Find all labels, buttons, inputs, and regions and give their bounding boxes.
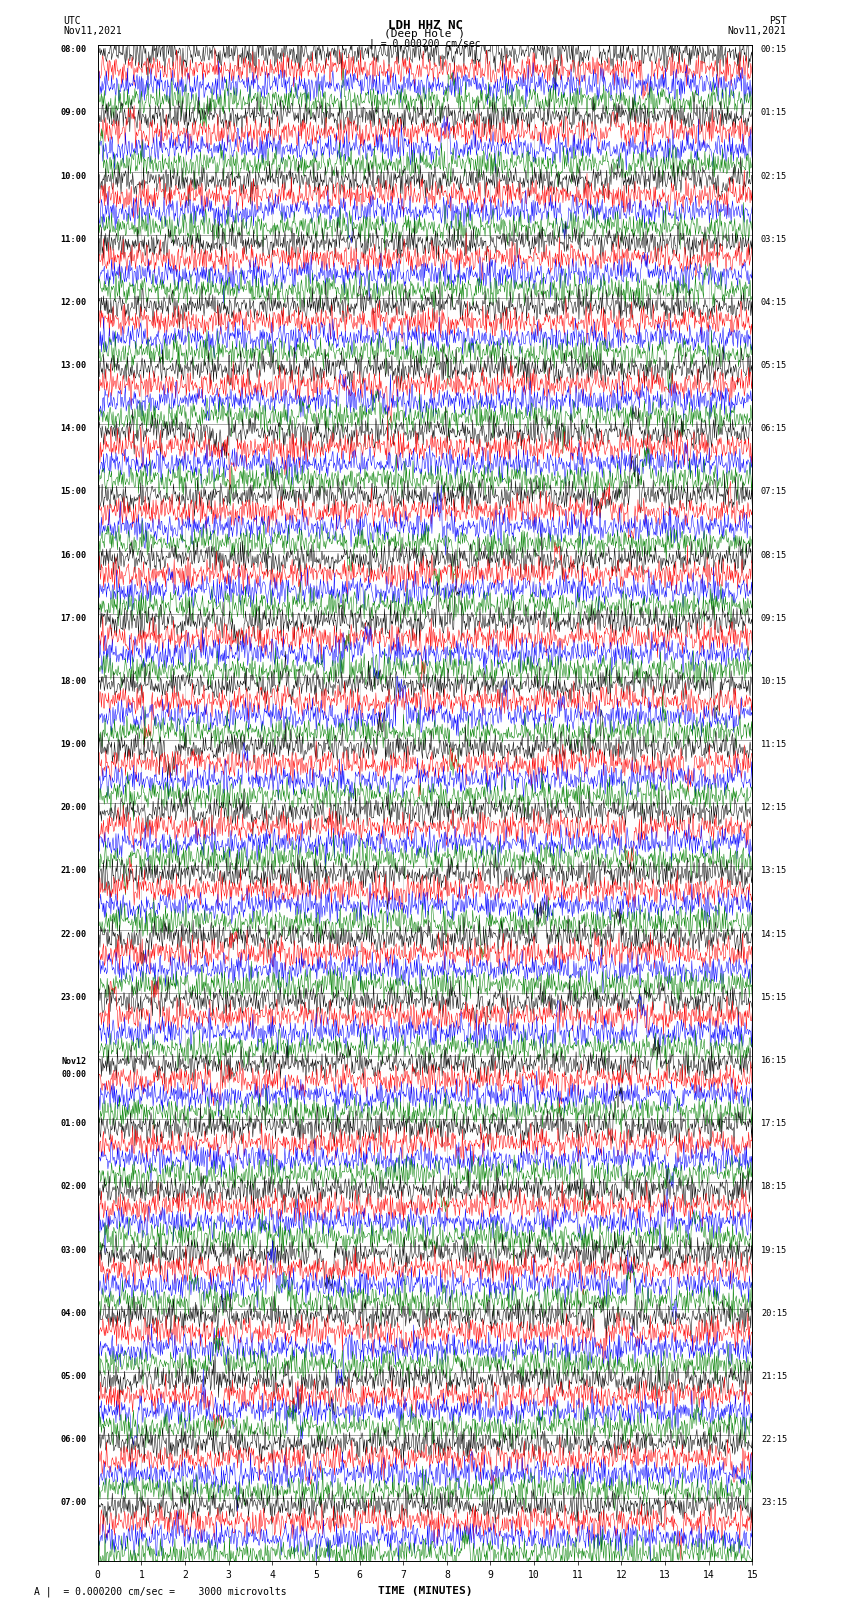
- Text: 14:15: 14:15: [761, 929, 787, 939]
- Text: 21:00: 21:00: [60, 866, 87, 876]
- Text: PST: PST: [768, 16, 786, 26]
- Text: Nov12: Nov12: [62, 1057, 87, 1066]
- Text: 18:00: 18:00: [60, 677, 87, 686]
- Text: 19:15: 19:15: [761, 1245, 787, 1255]
- Text: 03:00: 03:00: [60, 1245, 87, 1255]
- Text: 23:00: 23:00: [60, 994, 87, 1002]
- Text: Nov11,2021: Nov11,2021: [64, 26, 122, 35]
- Text: 07:15: 07:15: [761, 487, 787, 497]
- Text: 12:00: 12:00: [60, 298, 87, 306]
- Text: 17:00: 17:00: [60, 615, 87, 623]
- Text: 18:15: 18:15: [761, 1182, 787, 1192]
- Text: 15:00: 15:00: [60, 487, 87, 497]
- Text: 14:00: 14:00: [60, 424, 87, 434]
- Text: 09:00: 09:00: [60, 108, 87, 118]
- Text: 21:15: 21:15: [761, 1371, 787, 1381]
- Text: 04:00: 04:00: [60, 1308, 87, 1318]
- Text: 12:15: 12:15: [761, 803, 787, 813]
- Text: 22:00: 22:00: [60, 929, 87, 939]
- Text: LDH HHZ NC: LDH HHZ NC: [388, 19, 462, 32]
- Text: 20:15: 20:15: [761, 1308, 787, 1318]
- Text: 19:00: 19:00: [60, 740, 87, 748]
- Text: 23:15: 23:15: [761, 1498, 787, 1507]
- Text: 10:15: 10:15: [761, 677, 787, 686]
- Text: 20:00: 20:00: [60, 803, 87, 813]
- Text: 06:00: 06:00: [60, 1436, 87, 1444]
- Text: 07:00: 07:00: [60, 1498, 87, 1507]
- Text: UTC: UTC: [64, 16, 82, 26]
- Text: (Deep Hole ): (Deep Hole ): [384, 29, 466, 39]
- Text: A |  = 0.000200 cm/sec =    3000 microvolts: A | = 0.000200 cm/sec = 3000 microvolts: [34, 1586, 286, 1597]
- Text: 11:15: 11:15: [761, 740, 787, 748]
- Text: 13:00: 13:00: [60, 361, 87, 369]
- Text: 09:15: 09:15: [761, 615, 787, 623]
- Text: 06:15: 06:15: [761, 424, 787, 434]
- Text: 04:15: 04:15: [761, 298, 787, 306]
- Text: 10:00: 10:00: [60, 171, 87, 181]
- Text: 15:15: 15:15: [761, 994, 787, 1002]
- Text: 16:15: 16:15: [761, 1057, 787, 1065]
- Text: Nov11,2021: Nov11,2021: [728, 26, 786, 35]
- Text: 05:00: 05:00: [60, 1371, 87, 1381]
- Text: 05:15: 05:15: [761, 361, 787, 369]
- Text: 02:15: 02:15: [761, 171, 787, 181]
- Text: 02:00: 02:00: [60, 1182, 87, 1192]
- Text: 08:15: 08:15: [761, 550, 787, 560]
- Text: 00:15: 00:15: [761, 45, 787, 55]
- Text: 11:00: 11:00: [60, 235, 87, 244]
- Text: 22:15: 22:15: [761, 1436, 787, 1444]
- Text: 13:15: 13:15: [761, 866, 787, 876]
- Text: 17:15: 17:15: [761, 1119, 787, 1127]
- X-axis label: TIME (MINUTES): TIME (MINUTES): [377, 1586, 473, 1595]
- Text: 03:15: 03:15: [761, 235, 787, 244]
- Text: 01:00: 01:00: [60, 1119, 87, 1127]
- Text: 01:15: 01:15: [761, 108, 787, 118]
- Text: | = 0.000200 cm/sec: | = 0.000200 cm/sec: [369, 39, 481, 50]
- Text: 00:00: 00:00: [62, 1069, 87, 1079]
- Text: 16:00: 16:00: [60, 550, 87, 560]
- Text: 08:00: 08:00: [60, 45, 87, 55]
